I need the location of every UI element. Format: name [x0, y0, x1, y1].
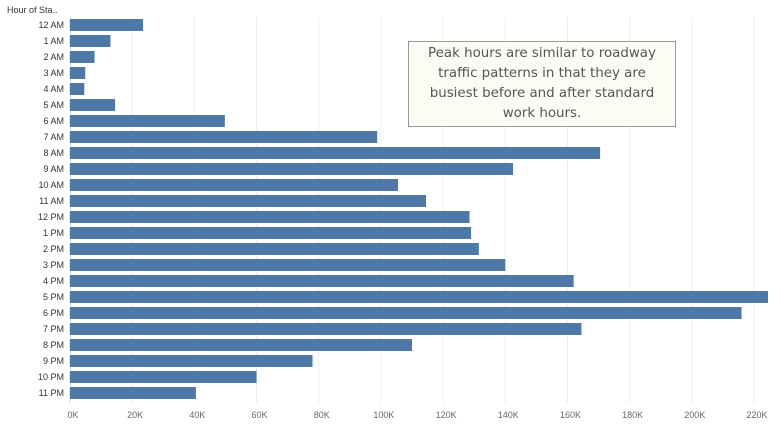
annotation-box: Peak hours are similar to roadway traffi… [408, 41, 676, 127]
bar[interactable] [70, 163, 514, 175]
y-tick-label: 1 AM [43, 36, 64, 46]
y-tick-label: 4 AM [43, 84, 64, 94]
bar[interactable] [70, 67, 86, 79]
x-tick-label: 220K [746, 410, 767, 420]
y-tick-label: 9 AM [43, 164, 64, 174]
y-tick-label: 11 PM [39, 388, 64, 398]
x-tick-label: 160K [560, 410, 581, 420]
y-tick-label: 10 PM [38, 372, 64, 382]
x-tick-label: 20K [127, 410, 143, 420]
y-tick-label: 5 PM [43, 292, 64, 302]
y-tick-label: 9 PM [43, 356, 64, 366]
bar[interactable] [70, 307, 742, 319]
bar[interactable] [70, 131, 378, 143]
y-axis-labels: 12 AM 1 AM 2 AM 3 AM 4 AM 5 AM 6 AM 7 AM 8 AM 9 A… [38, 20, 64, 398]
bar[interactable] [70, 35, 111, 47]
bar[interactable] [70, 19, 144, 31]
x-tick-label: 180K [622, 410, 643, 420]
bar[interactable] [70, 259, 506, 271]
y-tick-label: 8 PM [43, 340, 64, 350]
y-tick-label: 2 AM [43, 52, 64, 62]
x-tick-label: 200K [684, 410, 705, 420]
y-tick-label: 7 PM [43, 324, 64, 334]
bar[interactable] [70, 51, 95, 63]
bar[interactable] [70, 355, 313, 367]
bar[interactable] [70, 387, 196, 399]
x-tick-label: 140K [498, 410, 519, 420]
y-tick-label: 3 PM [43, 260, 64, 270]
x-tick-label: 100K [373, 410, 394, 420]
bar[interactable] [70, 291, 768, 303]
bar[interactable] [70, 147, 601, 159]
bar[interactable] [70, 99, 116, 111]
y-tick-label: 7 AM [43, 132, 64, 142]
y-tick-label: 8 AM [43, 148, 64, 158]
y-tick-label: 1 PM [43, 228, 64, 238]
y-tick-label: 2 PM [43, 244, 64, 254]
y-tick-label: 10 AM [38, 180, 64, 190]
bar[interactable] [70, 243, 479, 255]
bars [70, 19, 768, 399]
x-tick-label: 0K [67, 410, 78, 420]
bar[interactable] [70, 227, 472, 239]
x-axis-labels: 0K 20K 40K 60K 80K 100K 120K 140K 160K 180K 200K 22… [67, 410, 767, 420]
bar[interactable] [70, 371, 257, 383]
y-tick-label: 3 AM [43, 68, 64, 78]
y-tick-label: 12 AM [38, 20, 64, 30]
bar[interactable] [70, 339, 413, 351]
y-tick-label: 12 PM [38, 212, 64, 222]
y-tick-label: 11 AM [39, 196, 64, 206]
y-tick-label: 5 AM [43, 100, 64, 110]
bar[interactable] [70, 115, 225, 127]
y-tick-label: 6 PM [43, 308, 64, 318]
y-tick-label: 4 PM [43, 276, 64, 286]
x-tick-label: 40K [189, 410, 205, 420]
x-tick-label: 60K [252, 410, 268, 420]
y-axis-title: Hour of Sta.. [7, 5, 58, 15]
bar[interactable] [70, 83, 85, 95]
bar[interactable] [70, 323, 582, 335]
bar[interactable] [70, 179, 399, 191]
x-tick-label: 120K [436, 410, 457, 420]
bar[interactable] [70, 275, 574, 287]
y-tick-label: 6 AM [43, 116, 64, 126]
x-tick-label: 80K [314, 410, 330, 420]
bar[interactable] [70, 211, 470, 223]
bar[interactable] [70, 195, 426, 207]
